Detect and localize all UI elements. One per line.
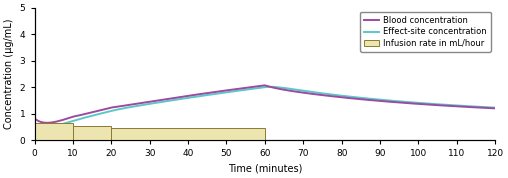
X-axis label: Time (minutes): Time (minutes) — [228, 164, 302, 174]
Legend: Blood concentration, Effect-site concentration, Infusion rate in mL/hour: Blood concentration, Effect-site concent… — [360, 12, 491, 52]
Y-axis label: Concentration (µg/mL): Concentration (µg/mL) — [4, 19, 14, 129]
Bar — [73, 126, 111, 140]
Bar — [111, 128, 265, 140]
Bar — [35, 123, 73, 140]
